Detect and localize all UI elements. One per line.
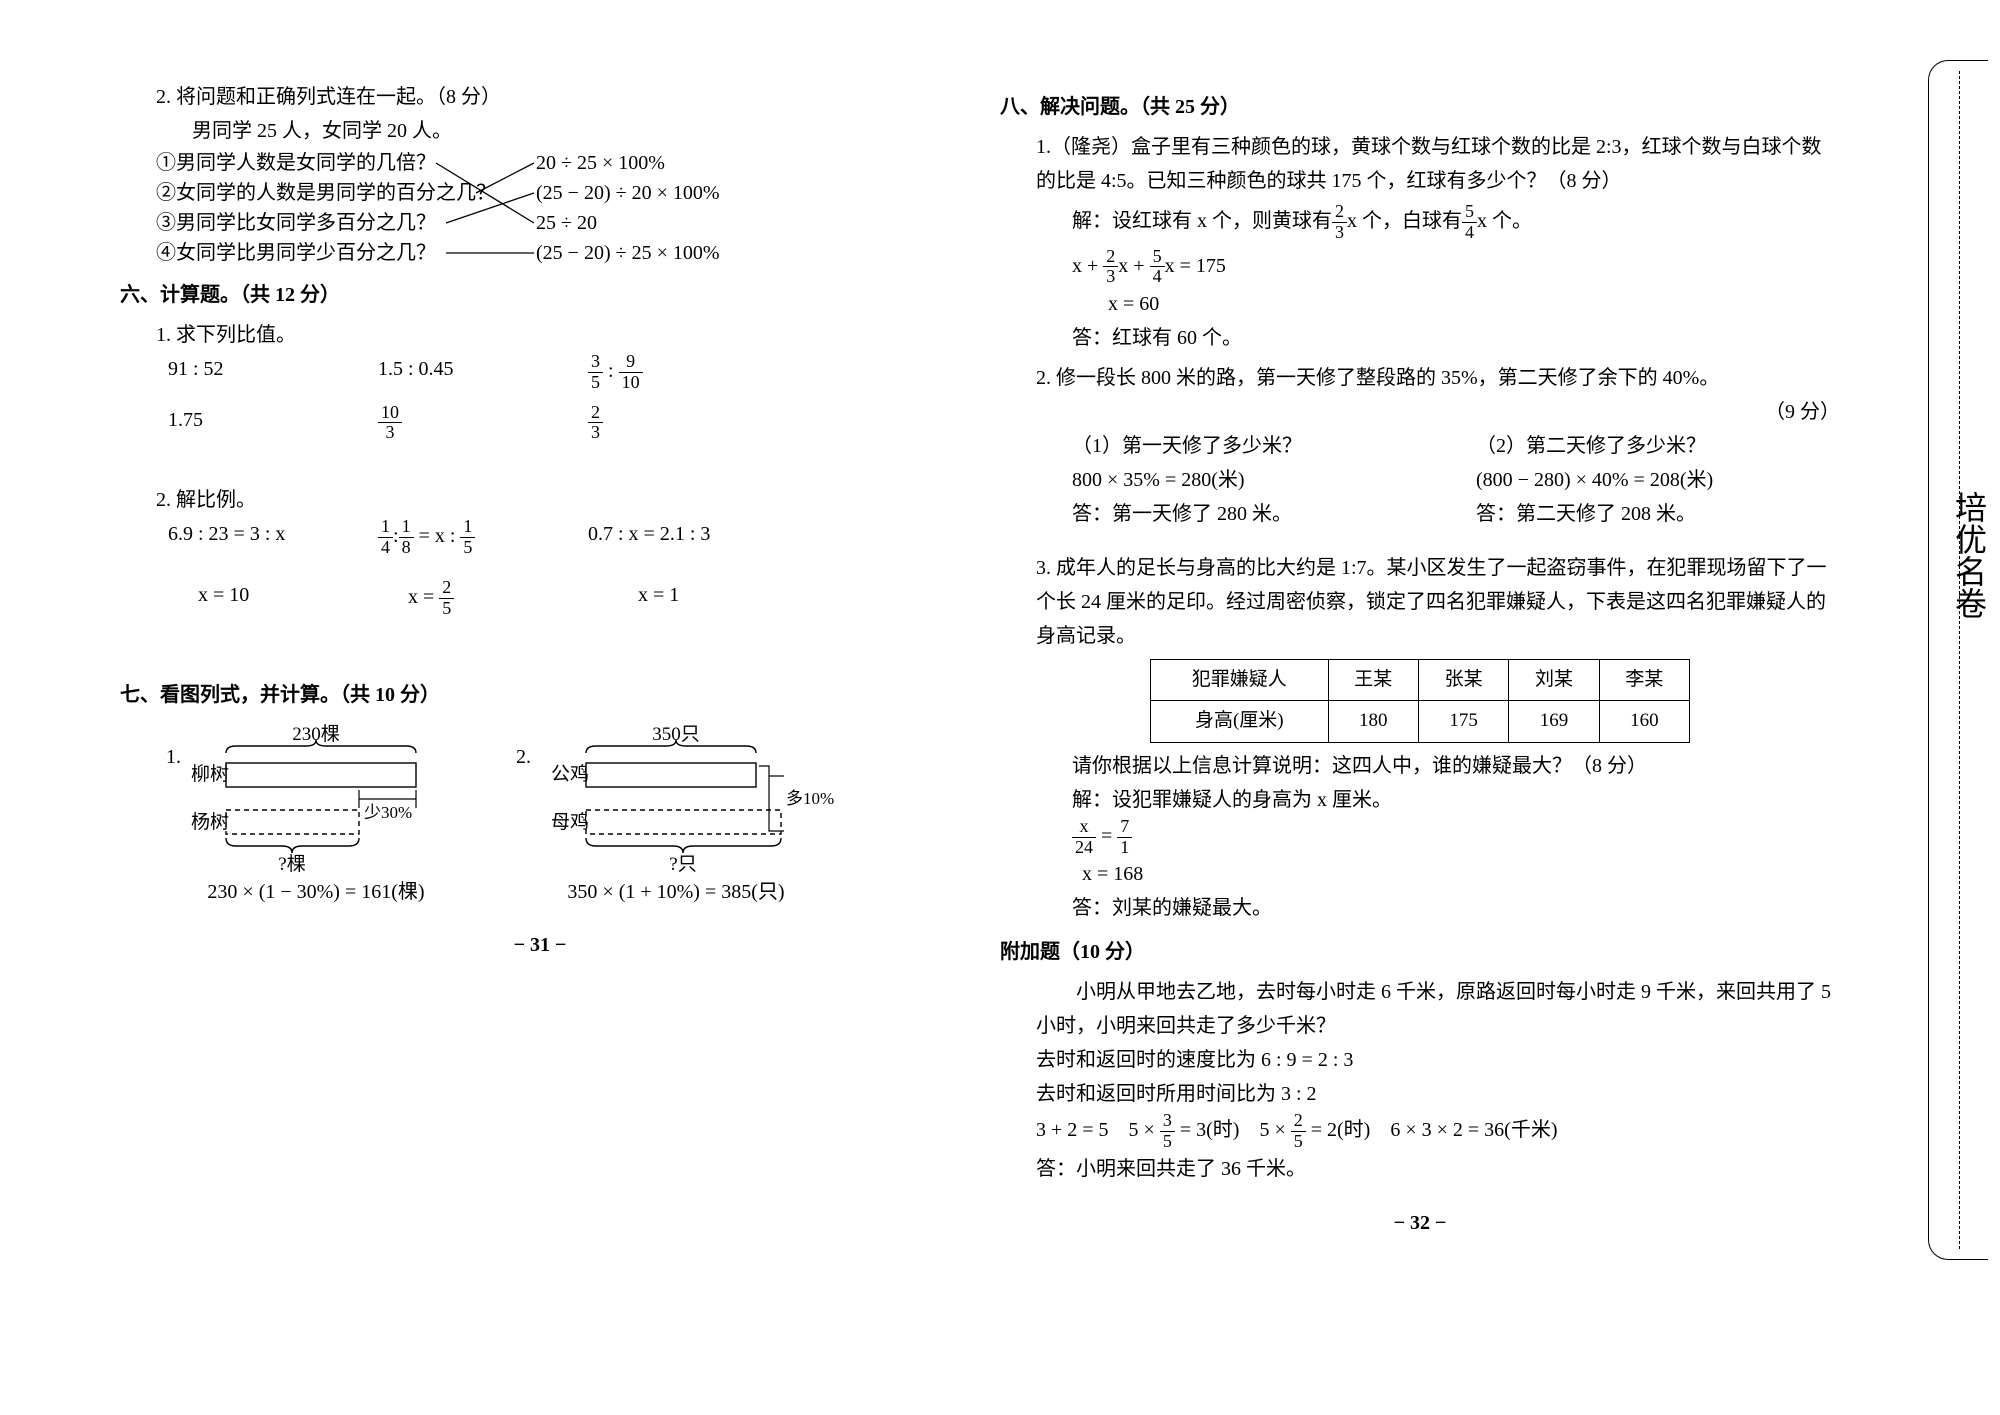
dashed-line [1959, 71, 1960, 1249]
page-num-left: − 31 − [120, 928, 960, 962]
tree1-box: 1. 230棵 柳树 杨树 少30% ?棵 230 × (1 [156, 718, 476, 908]
ratio-q1: 91 : 52 [168, 352, 378, 393]
bonus-l2: 去时和返回时所用时间比为 3 : 2 [1036, 1077, 1840, 1111]
table-row: 犯罪嫌疑人 王某 张某 刘某 李某 [1151, 660, 1690, 701]
q8-2-subs: （1）第一天修了多少米？ 800 × 35% = 280(米) 答：第一天修了 … [1072, 429, 1840, 531]
tree-row: 1. 230棵 柳树 杨树 少30% ?棵 230 × (1 [156, 718, 960, 908]
sec6-heading: 六、计算题。（共 12 分） [120, 278, 960, 312]
tree2-num: 2. [516, 746, 531, 768]
suspects-table: 犯罪嫌疑人 王某 张某 刘某 李某 身高(厘米) 180 175 169 160 [1150, 659, 1690, 743]
q8-1-answer: 答：红球有 60 个。 [1072, 321, 1840, 355]
q2-heading: 2. 将问题和正确列式连在一起。（8 分） [156, 80, 960, 114]
tree2-box: 2. 350只 公鸡 母鸡 多10% ?只 [506, 718, 846, 908]
tree2-note: 多10% [786, 789, 834, 808]
q2-given: 男同学 25 人，女同学 20 人。 [192, 114, 960, 148]
q8-1-text: 1.（隆尧）盒子里有三种颜色的球，黄球个数与红球个数的比是 2:3，红球个数与白… [1036, 130, 1840, 198]
right-page: 八、解决问题。（共 25 分） 1.（隆尧）盒子里有三种颜色的球，黄球个数与红球… [1000, 80, 1840, 1240]
th-wang: 王某 [1328, 660, 1418, 701]
bonus-l3: 3 + 2 = 5 5 × 35 = 3(时) 5 × 25 = 2(时) 6 … [1036, 1111, 1840, 1152]
q8-2-sub1-q: （1）第一天修了多少米？ [1072, 429, 1436, 463]
prop-a1: x = 10 [168, 578, 378, 619]
prop-a2: x = 25 [378, 578, 588, 619]
ratio-a2: 103 [378, 403, 588, 444]
ratios-row-q: 91 : 52 1.5 : 0.45 35 : 910 [168, 352, 960, 393]
q8-3-frac: x24 = 71 [1072, 817, 1840, 858]
q8-2-sub1-calc: 800 × 35% = 280(米) [1072, 463, 1436, 497]
q8-3-prompt: 请你根据以上信息计算说明：这四人中，谁的嫌疑最大？（8 分） [1072, 749, 1840, 783]
tree2-l2: 母鸡 [551, 811, 589, 833]
tree1-num: 1. [166, 746, 181, 768]
sec7-heading: 七、看图列式，并计算。（共 10 分） [120, 678, 960, 712]
q8-2-points: （9 分） [1765, 395, 1840, 429]
sec6-2-heading: 2. 解比例。 [156, 483, 960, 517]
page-num-right: − 32 − [1000, 1206, 1840, 1240]
prop-row-q: 6.9 : 23 = 3 : x 14:18 = x : 15 0.7 : x … [168, 517, 960, 558]
td-v4: 160 [1599, 701, 1689, 742]
match-lines-svg [156, 148, 806, 268]
td-v3: 169 [1509, 701, 1599, 742]
prop-q3: 0.7 : x = 2.1 : 3 [588, 517, 798, 558]
tree2-svg: 2. 350只 公鸡 母鸡 多10% ?只 [506, 718, 846, 908]
td-height-label: 身高(厘米) [1151, 701, 1329, 742]
bonus-l1: 去时和返回时的速度比为 6 : 9 = 2 : 3 [1036, 1043, 1840, 1077]
th-zhang: 张某 [1418, 660, 1508, 701]
q8-2-text: 2. 修一段长 800 米的路，第一天修了整段路的 35%，第二天修了余下的 4… [1036, 361, 1840, 395]
th-liu: 刘某 [1509, 660, 1599, 701]
ratio-q3: 35 : 910 [588, 352, 798, 393]
q8-3-sol-pre: 解：设犯罪嫌疑人的身高为 x 厘米。 [1072, 783, 1840, 817]
left-page: 2. 将问题和正确列式连在一起。（8 分） 男同学 25 人，女同学 20 人。… [120, 80, 960, 1240]
tree1-q: ?棵 [278, 853, 305, 875]
prop-row-a: x = 10 x = 25 x = 1 [168, 578, 960, 619]
td-v1: 180 [1328, 701, 1418, 742]
q8-2-sub2-ans: 答：第二天修了 208 米。 [1476, 497, 1840, 531]
q8-1-result: x = 60 [1108, 287, 1840, 321]
bonus-answer: 答：小明来回共走了 36 千米。 [1036, 1152, 1840, 1186]
page-container: 2. 将问题和正确列式连在一起。（8 分） 男同学 25 人，女同学 20 人。… [0, 0, 2000, 1280]
q8-2-sub2-q: （2）第二天修了多少米？ [1476, 429, 1840, 463]
q8-2-sub2-calc: (800 − 280) × 40% = 208(米) [1476, 463, 1840, 497]
q8-3-text: 3. 成年人的足长与身高的比大约是 1:7。某小区发生了一起盗窃事件，在犯罪现场… [1036, 551, 1840, 653]
tree1-l1: 柳树 [191, 763, 229, 785]
tree1-note: 少30% [364, 803, 412, 822]
prop-a3: x = 1 [588, 578, 798, 619]
tree2-calc: 350 × (1 + 10%) = 385(只) [567, 881, 784, 903]
sec8-heading: 八、解决问题。（共 25 分） [1000, 90, 1840, 124]
ratio-a3: 23 [588, 403, 798, 444]
ratio-q2: 1.5 : 0.45 [378, 352, 588, 393]
th-li: 李某 [1599, 660, 1689, 701]
td-v2: 175 [1418, 701, 1508, 742]
q8-2-sub1-ans: 答：第一天修了 280 米。 [1072, 497, 1436, 531]
sec6-1-heading: 1. 求下列比值。 [156, 318, 960, 352]
bonus-heading: 附加题（10 分） [1000, 935, 1840, 969]
ratio-a1: 1.75 [168, 403, 378, 444]
tree1-calc: 230 × (1 − 30%) = 161(棵) [207, 880, 424, 903]
side-label: 培优名卷 [1942, 491, 1996, 619]
q8-3-answer: 答：刘某的嫌疑最大。 [1072, 891, 1840, 925]
th-suspect: 犯罪嫌疑人 [1151, 660, 1329, 701]
match-diagram: ①男同学人数是女同学的几倍？ ②女同学的人数是男同学的百分之几？ ③男同学比女同… [156, 148, 806, 268]
prop-q2: 14:18 = x : 15 [378, 517, 588, 558]
prop-q1: 6.9 : 23 = 3 : x [168, 517, 378, 558]
tree2-q: ?只 [669, 854, 696, 875]
table-row: 身高(厘米) 180 175 169 160 [1151, 701, 1690, 742]
side-margin: 培优名卷 [1928, 60, 1988, 1260]
q8-3-result: x = 168 [1072, 857, 1840, 891]
tree1-l2: 杨树 [191, 811, 229, 833]
q8-1-eq: x + 23x + 54x = 175 [1072, 247, 1840, 288]
bonus-text: 小明从甲地去乙地，去时每小时走 6 千米，原路返回时每小时走 9 千米，来回共用… [1036, 975, 1840, 1043]
q8-2-sub1: （1）第一天修了多少米？ 800 × 35% = 280(米) 答：第一天修了 … [1072, 429, 1436, 531]
q8-2-sub2: （2）第二天修了多少米？ (800 − 280) × 40% = 208(米) … [1476, 429, 1840, 531]
tree1-svg: 1. 230棵 柳树 杨树 少30% ?棵 230 × (1 [156, 718, 476, 908]
q8-1-sol-line1: 解：设红球有 x 个，则黄球有23x 个，白球有54x 个。 [1072, 202, 1840, 243]
tree2-l1: 公鸡 [551, 763, 589, 785]
ratios-row-a: 1.75 103 23 [168, 403, 960, 444]
